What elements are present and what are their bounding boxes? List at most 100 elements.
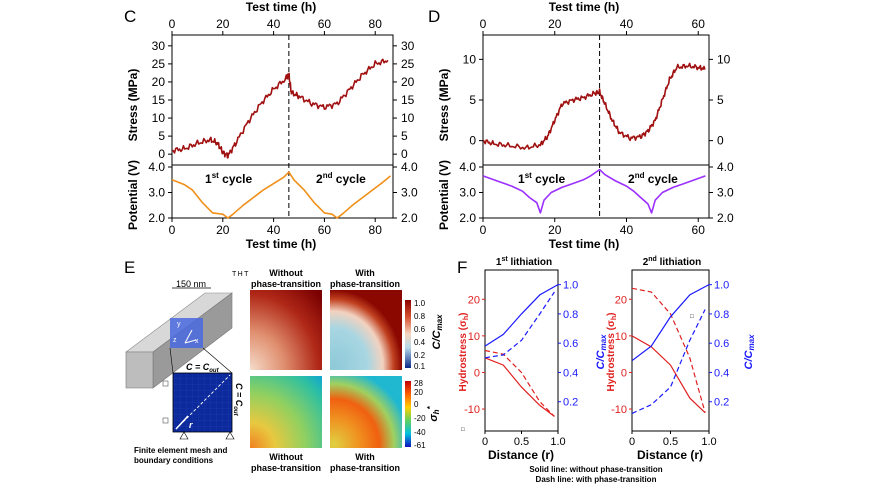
d-bottom-tick-label: 40	[620, 223, 634, 237]
fL-stress-tick-label: 10	[468, 331, 480, 343]
colorbar-concentration-tick: 0.4	[414, 338, 426, 347]
fL-x-tick-label: 0.5	[514, 436, 529, 448]
local-axis-arrow-x	[184, 339, 197, 344]
map-concentration-with	[330, 290, 402, 370]
fL-conc-tick-label: 0.8	[563, 309, 578, 321]
panel-f-left-title: 1st lithiation	[496, 256, 552, 268]
panel-c-potential-series	[171, 171, 392, 219]
panel-f-left-x-ticks: 0 0.5 1.0	[482, 431, 566, 448]
panel-d-stress-axis-label: Stress (MPa)	[437, 69, 451, 142]
c-potential-tick-label-right: 4.0	[401, 160, 418, 174]
panel-c-stress-axis-label: Stress (MPa)	[126, 69, 140, 142]
c-stress-tick-label-left: 10	[152, 111, 166, 125]
colorbar-concentration-ticks: 1.0 0.8 0.6 0.4 0.2 0.1	[414, 299, 426, 371]
map-top-right-title-1: With	[355, 268, 374, 278]
panel-f-legend-solid: Solid line: without phase-transition	[529, 465, 662, 474]
d-stress-tick-label-right: 0	[717, 134, 724, 148]
nanowire-front-face	[125, 351, 154, 389]
fL-stress-tick-label: 20	[468, 294, 480, 306]
support-marker-2	[162, 417, 169, 424]
map-top-left-title-1: Without	[269, 268, 302, 278]
colorbar-concentration-label: C/Cmax	[431, 314, 444, 350]
d-potential-tick-label-right: 3.0	[717, 186, 734, 200]
panel-e-letter: E	[124, 258, 135, 277]
map-concentration-without	[250, 290, 322, 370]
colorbar-stress-tick: 0	[414, 400, 419, 409]
contour-maps: Without phase-transition With phase-tran…	[250, 268, 444, 473]
fR-conc-tick-label: 0.6	[714, 338, 729, 350]
panel-f-right-stress-label: Hydrostress (σh)	[606, 313, 618, 392]
fL-conc-tick-label: 0.4	[563, 367, 578, 379]
panel-c-bottom-axis-label: Test time (h)	[246, 237, 316, 251]
map-top-right-title-2: phase-transition	[330, 279, 400, 289]
local-axis-x-label: x	[195, 338, 199, 345]
map-bottom-left-title-1: Without	[269, 452, 302, 462]
d-top-tick-label: 20	[548, 17, 562, 31]
panel-c-top-axis-label: Test time (h)	[246, 0, 316, 14]
panel-d-cycle2-label: 2nd cycle	[628, 171, 678, 186]
fR-conc-tick-label: 0.2	[714, 397, 729, 409]
d-bottom-tick-label: 20	[548, 223, 562, 237]
c-potential-tick-label-right: 3.0	[401, 186, 418, 200]
c-potential-tick-label-left: 4.0	[148, 160, 165, 174]
c-stress-tick-label-left: 5	[158, 129, 165, 143]
colorbar-concentration-tick: 1.0	[414, 299, 426, 308]
fL-x-tick-label: 1.0	[550, 436, 565, 448]
c-stress-tick-label-right: 10	[401, 111, 415, 125]
colorbar-stress-tick: -20	[414, 414, 426, 423]
panel-f-left-conc-label: C/Cmax	[595, 334, 608, 370]
panel-d-stress-tick-labels-left: 0 5 10	[463, 52, 483, 148]
c-potential-tick-label-left: 2.0	[148, 211, 165, 225]
panel-c-stress-tick-labels-right: 0 5 10 15 20 25 30	[393, 39, 415, 161]
map-bottom-right-title-2: phase-transition	[330, 463, 400, 473]
panel-d-potential-tick-labels-right: 2.0 3.0 4.0	[709, 160, 734, 225]
colorbar-concentration-tick: 0.2	[414, 351, 426, 360]
panel-f-right-conc-solid	[631, 284, 710, 362]
d-potential-tick-label-left: 2.0	[459, 211, 476, 225]
colorbar-stress-label: σh*	[426, 405, 441, 421]
panel-f: F 1st lithiation 2nd lithiation -10 0 10 20…	[457, 256, 756, 484]
panel-d-frame	[482, 34, 710, 219]
fR-stress-tick-label: 10	[615, 331, 627, 343]
c-stress-tick-label-left: 0	[158, 147, 165, 161]
c-stress-tick-label-right: 30	[401, 39, 415, 53]
panel-e: E y x z 150 nm T H T r C = Cout	[124, 258, 444, 473]
bc-top-label: C = Cout	[186, 362, 220, 374]
map-top-left-title-2: phase-transition	[251, 279, 321, 289]
panel-c-letter: C	[124, 7, 136, 26]
panel-d-stress-series	[482, 62, 706, 150]
panel-f-left-conc-ticks: 0.2 0.4 0.6 0.8 1.0	[558, 280, 578, 409]
panel-c-stress-tick-labels-left: 0 5 10 15 20 25 30	[152, 39, 172, 161]
panel-c-stress-series	[171, 58, 389, 159]
colorbar-stress-tick: 20	[414, 388, 423, 397]
fR-x-tick-label: 0	[629, 436, 635, 448]
panel-d-potential-axis-label: Potential (V)	[437, 160, 451, 230]
local-axis-z-label: z	[173, 337, 177, 344]
panel-f-left-frame	[484, 269, 559, 432]
c-top-tick-label: 40	[267, 17, 281, 31]
fR-conc-tick-label: 0.8	[714, 309, 729, 321]
panel-f-right-conc-dash	[631, 309, 706, 414]
r-label: r	[189, 420, 193, 430]
c-stress-tick-label-right: 15	[401, 93, 415, 107]
panel-c-top-tick-labels: 0 20 40 60 80	[169, 17, 382, 35]
fL-conc-tick-label: 0.2	[563, 397, 578, 409]
panel-f-left-conc-solid	[484, 284, 559, 347]
fL-stress-tick-label: 0	[474, 367, 480, 379]
d-potential-tick-label-left: 4.0	[459, 160, 476, 174]
c-stress-tick-label-left: 15	[152, 93, 166, 107]
panel-d-letter: D	[428, 7, 440, 26]
panel-c-cycle1-label: 1st cycle	[205, 171, 253, 186]
map-stress-with	[330, 376, 402, 448]
panel-d-bottom-axis-label: Test time (h)	[549, 237, 619, 251]
d-potential-tick-label-right: 2.0	[717, 211, 734, 225]
d-stress-tick-label-right: 10	[717, 52, 731, 66]
d-stress-tick-label-left: 0	[469, 134, 476, 148]
panel-f-left-x-label: Distance (r)	[488, 448, 554, 462]
d-stress-tick-label-right: 5	[717, 93, 724, 107]
fR-x-tick-label: 1.0	[701, 436, 716, 448]
map-stress-without	[250, 376, 322, 448]
c-top-tick-label: 0	[169, 17, 176, 31]
colorbar-stress-tick: -40	[414, 428, 426, 437]
